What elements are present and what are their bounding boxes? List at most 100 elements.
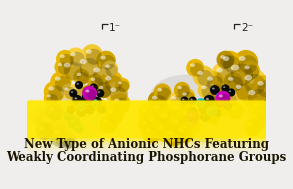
- Circle shape: [142, 124, 162, 143]
- Ellipse shape: [189, 114, 193, 116]
- Ellipse shape: [179, 129, 184, 132]
- Circle shape: [93, 99, 108, 114]
- Ellipse shape: [198, 101, 201, 103]
- Ellipse shape: [64, 62, 82, 80]
- Circle shape: [175, 124, 194, 143]
- Ellipse shape: [142, 121, 154, 133]
- Ellipse shape: [105, 65, 110, 68]
- Circle shape: [96, 89, 104, 97]
- Ellipse shape: [168, 130, 184, 146]
- Circle shape: [192, 102, 210, 120]
- Ellipse shape: [114, 98, 130, 114]
- Ellipse shape: [253, 115, 258, 119]
- Circle shape: [67, 116, 81, 129]
- Ellipse shape: [98, 91, 100, 93]
- Ellipse shape: [219, 94, 223, 98]
- Ellipse shape: [109, 109, 123, 124]
- Ellipse shape: [183, 111, 199, 127]
- Ellipse shape: [228, 77, 234, 81]
- Ellipse shape: [253, 114, 267, 129]
- Circle shape: [224, 102, 232, 110]
- Ellipse shape: [85, 88, 89, 91]
- Ellipse shape: [217, 101, 220, 103]
- Ellipse shape: [75, 86, 86, 97]
- Ellipse shape: [118, 81, 129, 92]
- Ellipse shape: [105, 75, 122, 92]
- Circle shape: [50, 124, 72, 147]
- Ellipse shape: [248, 90, 255, 95]
- Ellipse shape: [212, 87, 219, 94]
- Ellipse shape: [64, 87, 77, 99]
- Ellipse shape: [212, 88, 215, 90]
- Ellipse shape: [66, 113, 69, 116]
- Circle shape: [212, 100, 230, 118]
- Circle shape: [87, 74, 103, 90]
- Ellipse shape: [86, 50, 92, 54]
- Ellipse shape: [70, 52, 76, 56]
- Circle shape: [203, 95, 215, 106]
- Circle shape: [227, 88, 235, 97]
- Ellipse shape: [153, 105, 160, 110]
- Ellipse shape: [40, 126, 53, 139]
- Ellipse shape: [220, 55, 234, 68]
- Circle shape: [189, 97, 197, 105]
- Circle shape: [224, 72, 243, 92]
- Circle shape: [66, 47, 86, 67]
- Circle shape: [100, 70, 123, 93]
- Ellipse shape: [71, 91, 77, 97]
- Ellipse shape: [70, 52, 85, 66]
- Ellipse shape: [88, 98, 98, 108]
- Ellipse shape: [217, 100, 224, 108]
- Ellipse shape: [153, 104, 171, 123]
- Ellipse shape: [105, 76, 111, 81]
- Circle shape: [73, 69, 90, 85]
- Ellipse shape: [47, 94, 51, 98]
- Circle shape: [202, 71, 224, 92]
- Circle shape: [206, 110, 221, 124]
- Ellipse shape: [223, 86, 225, 88]
- Circle shape: [99, 115, 117, 133]
- Ellipse shape: [239, 56, 246, 61]
- Ellipse shape: [142, 121, 146, 124]
- Ellipse shape: [66, 113, 74, 122]
- Ellipse shape: [209, 113, 220, 124]
- Ellipse shape: [93, 67, 112, 85]
- Ellipse shape: [77, 72, 89, 84]
- Ellipse shape: [146, 128, 161, 143]
- Circle shape: [155, 106, 181, 132]
- Ellipse shape: [91, 78, 95, 81]
- Circle shape: [82, 84, 97, 99]
- Circle shape: [59, 57, 83, 81]
- Circle shape: [154, 119, 177, 142]
- Circle shape: [44, 91, 59, 105]
- Ellipse shape: [69, 107, 75, 113]
- Ellipse shape: [118, 81, 122, 84]
- Ellipse shape: [236, 85, 242, 89]
- Circle shape: [193, 65, 214, 87]
- Circle shape: [179, 88, 195, 105]
- Ellipse shape: [217, 94, 224, 100]
- Ellipse shape: [84, 95, 87, 98]
- Ellipse shape: [60, 54, 65, 58]
- Ellipse shape: [96, 102, 107, 113]
- Ellipse shape: [99, 86, 103, 89]
- Ellipse shape: [54, 129, 71, 146]
- Ellipse shape: [93, 101, 99, 108]
- Ellipse shape: [49, 107, 63, 120]
- Ellipse shape: [245, 74, 265, 95]
- Ellipse shape: [244, 65, 250, 69]
- Ellipse shape: [202, 114, 209, 122]
- Circle shape: [74, 124, 84, 133]
- Ellipse shape: [94, 99, 97, 101]
- Circle shape: [186, 110, 199, 124]
- Circle shape: [71, 83, 86, 97]
- Ellipse shape: [100, 108, 102, 109]
- Ellipse shape: [64, 88, 69, 91]
- FancyBboxPatch shape: [27, 100, 266, 149]
- Ellipse shape: [54, 130, 61, 135]
- Ellipse shape: [236, 84, 252, 100]
- Ellipse shape: [47, 94, 58, 105]
- Circle shape: [243, 84, 269, 110]
- Ellipse shape: [88, 98, 92, 101]
- Circle shape: [180, 97, 189, 105]
